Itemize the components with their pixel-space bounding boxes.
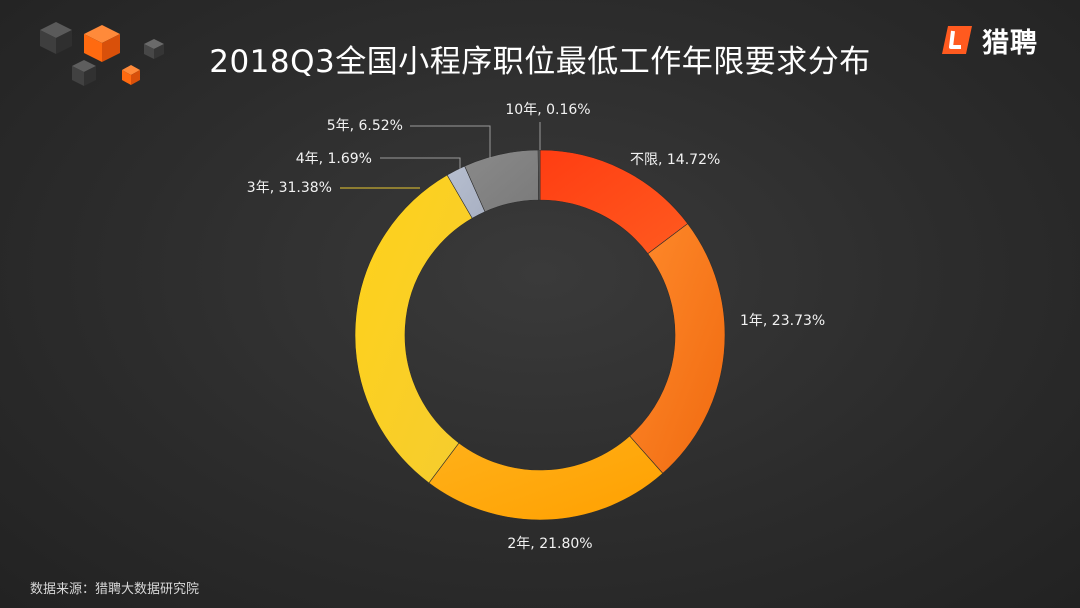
slice-2: [629, 223, 726, 474]
brand-name: 猎聘: [982, 27, 1038, 59]
slice-3: [428, 435, 664, 521]
data-source-note: 数据来源：猎聘大数据研究院: [30, 582, 200, 597]
slice-label-6: 5年, 6.52%: [327, 118, 403, 134]
slice-label-5: 4年, 1.69%: [296, 151, 372, 167]
slice-label-7: 10年, 0.16%: [505, 102, 590, 118]
leader-line-6: [410, 125, 491, 158]
liepin-logo-icon: [942, 26, 972, 54]
cube-orange-small: [122, 65, 140, 85]
leader-line-5: [380, 157, 461, 169]
slice-4: [354, 174, 473, 484]
chart-title: 2018Q3全国小程序职位最低工作年限要求分布: [209, 44, 871, 80]
slice-label-1: 不限, 14.72%: [630, 152, 720, 168]
brand-logo: 猎聘: [940, 22, 1038, 59]
decorative-cubes: [40, 22, 164, 86]
slice-label-3: 2年, 21.80%: [507, 536, 592, 552]
cube-orange-large: [84, 25, 120, 62]
slice-label-2: 1年, 23.73%: [740, 313, 825, 329]
cube-gray-1: [40, 22, 72, 54]
cube-gray-3: [72, 60, 96, 86]
cube-gray-2: [144, 39, 164, 59]
slice-7: [537, 149, 541, 201]
slice-label-4: 3年, 31.38%: [247, 180, 332, 196]
